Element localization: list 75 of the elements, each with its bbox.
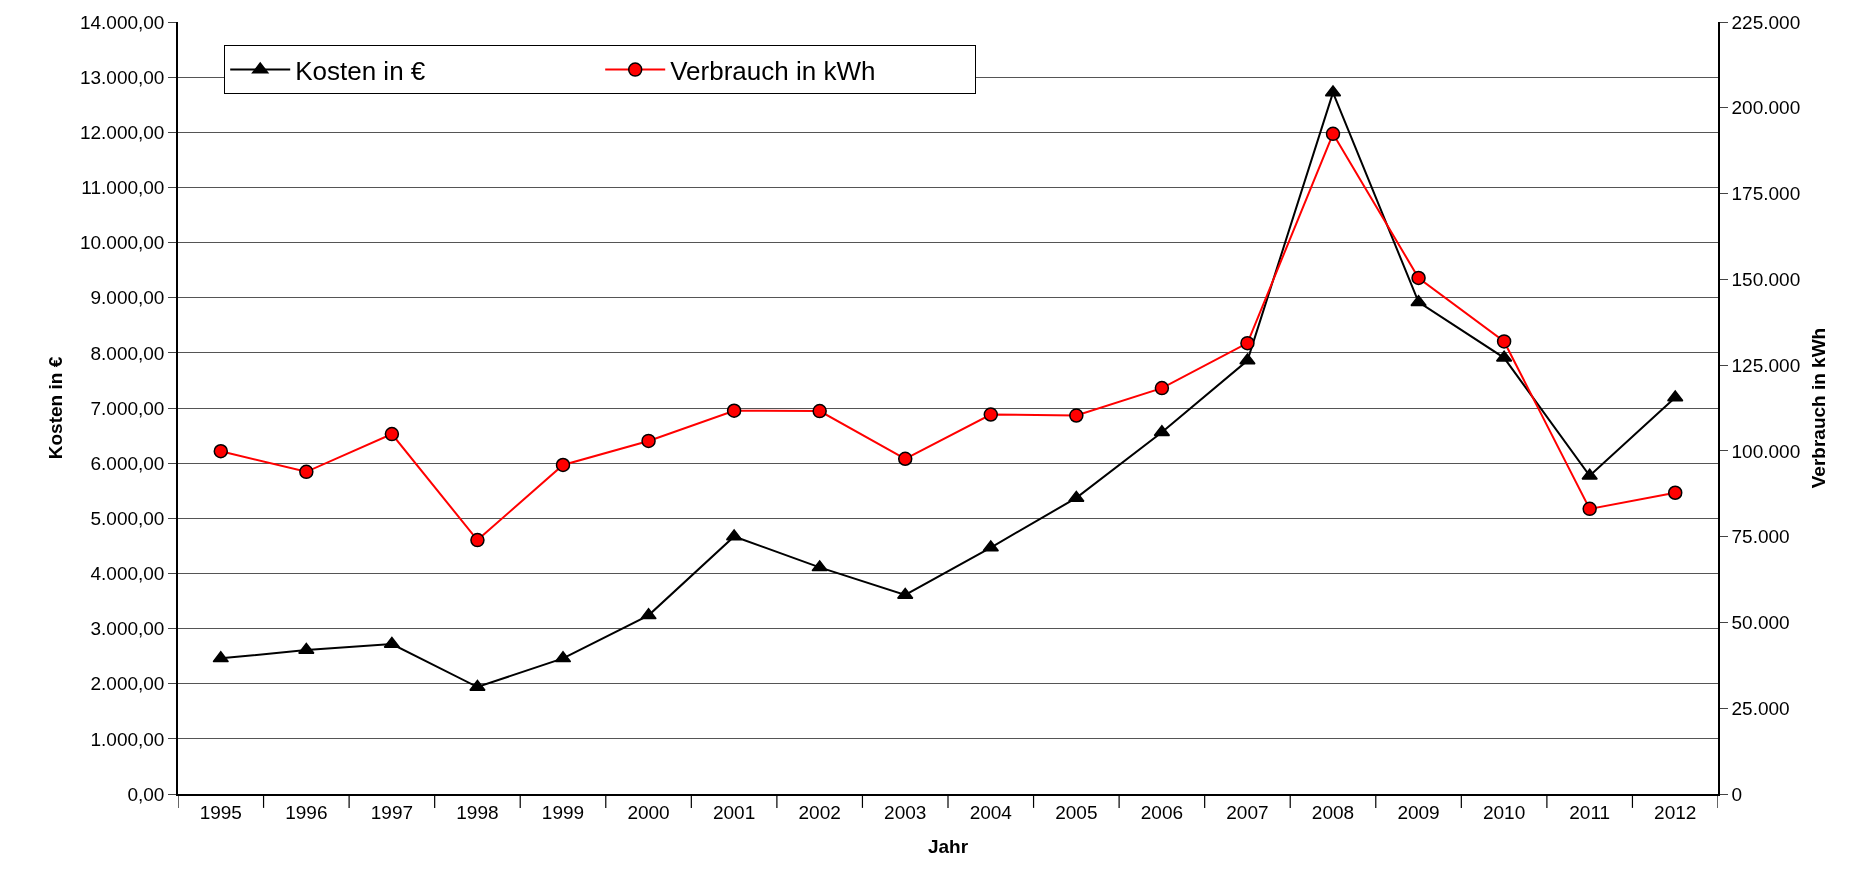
legend-label: Kosten in € [295,55,426,86]
point [555,457,571,473]
x-tick-label: 2008 [1311,801,1355,823]
x-tick-label: 1999 [541,801,585,823]
point [1325,126,1341,142]
y-tick-label: 6.000,00 [90,452,165,474]
y-tick-label: 8.000,00 [90,342,165,364]
point [811,560,828,572]
point [641,433,656,449]
point [384,426,400,442]
point [897,451,913,467]
x-axis-title: Jahr [927,835,969,857]
y-tick-label: 11.000,00 [81,177,165,199]
point [726,403,742,418]
y2-tick-label: 125.000 [1731,354,1801,376]
point [1069,408,1084,423]
x-tick-label: 1996 [285,801,328,823]
x-tick-label: 2000 [627,801,670,823]
y-tick-label: 12.000,00 [79,121,165,143]
x-tick-label: 1997 [370,801,414,823]
point [812,403,827,419]
point [1410,294,1427,307]
y2-tick-label: 0 [1731,783,1743,805]
x-tick-label: 1995 [199,801,242,823]
x-tick-label: 2002 [798,801,841,823]
y2-tick-label: 150.000 [1731,268,1801,290]
point [1411,270,1426,286]
y2-tick-label: 175.000 [1731,183,1801,205]
point [1582,501,1597,517]
x-tick-label: 2009 [1397,801,1440,823]
y2-tick-label: 75.000 [1731,526,1790,548]
y-tick-label: 13.000,00 [79,66,165,88]
point [640,608,657,620]
point [1667,485,1683,500]
point [1496,334,1512,349]
point [983,407,999,422]
x-tick-label: 2011 [1569,801,1611,823]
x-tick-label: 2006 [1140,801,1184,823]
y2-tick-label: 100.000 [1731,440,1801,462]
x-tick-label: 2004 [969,801,1013,823]
point [1581,468,1598,480]
legend-label: Verbrauch in kWh [670,55,876,86]
y2-axis-title: Verbrauch in kWh [1807,327,1829,489]
y-tick-label: 4.000,00 [90,563,165,585]
y-tick-label: 10.000,00 [79,232,165,254]
point [299,464,314,480]
x-tick-label: 2012 [1654,801,1697,823]
point [469,679,486,692]
point [1239,353,1256,365]
y-tick-label: 7.000,00 [90,397,165,419]
y-tick-label: 2.000,00 [90,673,165,695]
y-tick-label: 1.000,00 [90,728,165,750]
point [470,532,485,548]
x-tick-label: 2003 [884,801,927,823]
point [1068,490,1085,502]
point [383,636,401,649]
x-tick-label: 2010 [1482,801,1526,823]
x-tick-label: 2005 [1055,801,1098,823]
point [1240,335,1255,351]
y-tick-label: 3.000,00 [90,618,165,640]
x-tick-label: 1998 [456,801,499,823]
point [1154,380,1170,396]
point [298,642,315,655]
y-tick-label: 5.000,00 [90,507,165,529]
x-tick-label: 2001 [712,801,756,823]
y-tick-label: 9.000,00 [90,287,165,309]
y2-tick-label: 200.000 [1731,97,1801,119]
y-tick-label: 0,00 [127,783,165,805]
y2-tick-label: 25.000 [1731,697,1790,719]
y2-tick-label: 225.000 [1731,11,1801,33]
point [213,443,229,459]
y2-tick-label: 50.000 [1731,612,1790,634]
y-axis-title: Kosten in € [45,356,67,460]
x-tick-label: 2007 [1226,801,1269,823]
y-tick-label: 14.000,00 [79,11,165,33]
